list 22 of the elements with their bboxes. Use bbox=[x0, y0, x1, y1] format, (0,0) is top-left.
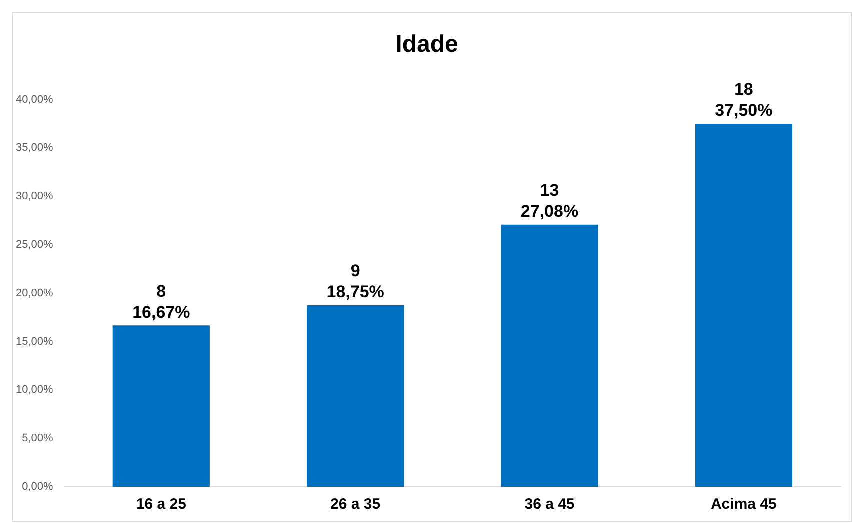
chart-title: Idade bbox=[396, 31, 458, 58]
y-tick-label: 5,00% bbox=[22, 432, 54, 445]
bar bbox=[112, 326, 210, 487]
y-tick-label: 0,00% bbox=[22, 481, 54, 494]
y-tick-label: 10,00% bbox=[16, 384, 54, 396]
x-tick-label: 16 a 25 bbox=[136, 496, 186, 514]
y-tick-label: 35,00% bbox=[16, 142, 54, 154]
data-label: 18 37,50% bbox=[715, 80, 773, 120]
y-tick-label: 15,00% bbox=[16, 336, 54, 348]
y-tick-label: 20,00% bbox=[16, 287, 54, 300]
data-label: 13 27,08% bbox=[520, 181, 579, 222]
bar bbox=[695, 124, 792, 487]
bar bbox=[501, 224, 598, 487]
data-label: 9 18,75% bbox=[326, 262, 384, 302]
x-tick-label: 36 a 45 bbox=[524, 496, 575, 514]
y-tick-label: 40,00% bbox=[16, 94, 54, 106]
y-tick-label: 25,00% bbox=[16, 239, 54, 252]
y-tick-label: 30,00% bbox=[16, 190, 54, 203]
x-tick-label: 26 a 35 bbox=[330, 496, 381, 514]
data-label: 8 16,67% bbox=[132, 282, 190, 322]
bar bbox=[307, 306, 404, 487]
x-tick-label: Acima 45 bbox=[710, 496, 777, 514]
